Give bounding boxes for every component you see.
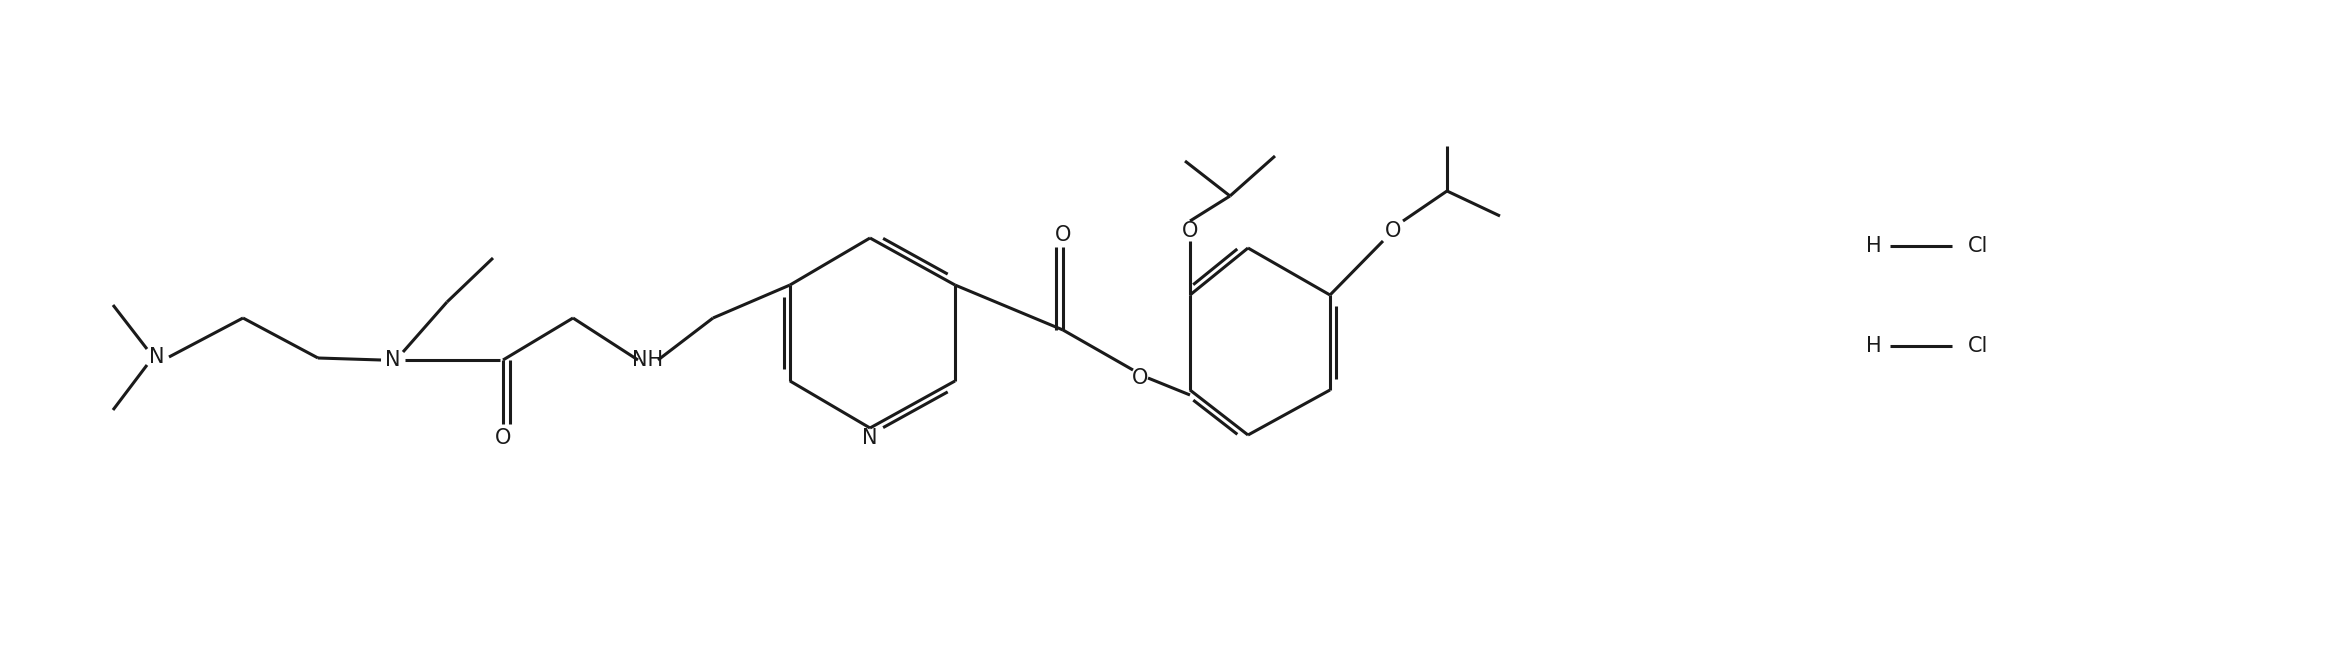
Text: N: N <box>862 428 879 448</box>
Text: O: O <box>1386 221 1402 241</box>
Text: Cl: Cl <box>1968 336 1987 356</box>
Text: H: H <box>1867 236 1882 256</box>
Text: O: O <box>1132 368 1149 388</box>
Text: O: O <box>1055 225 1071 245</box>
Text: Cl: Cl <box>1968 236 1987 256</box>
Text: N: N <box>385 350 402 370</box>
Text: H: H <box>1867 336 1882 356</box>
Text: O: O <box>496 428 512 448</box>
Text: NH: NH <box>632 350 662 370</box>
Text: O: O <box>1182 221 1198 241</box>
Text: N: N <box>150 347 164 367</box>
